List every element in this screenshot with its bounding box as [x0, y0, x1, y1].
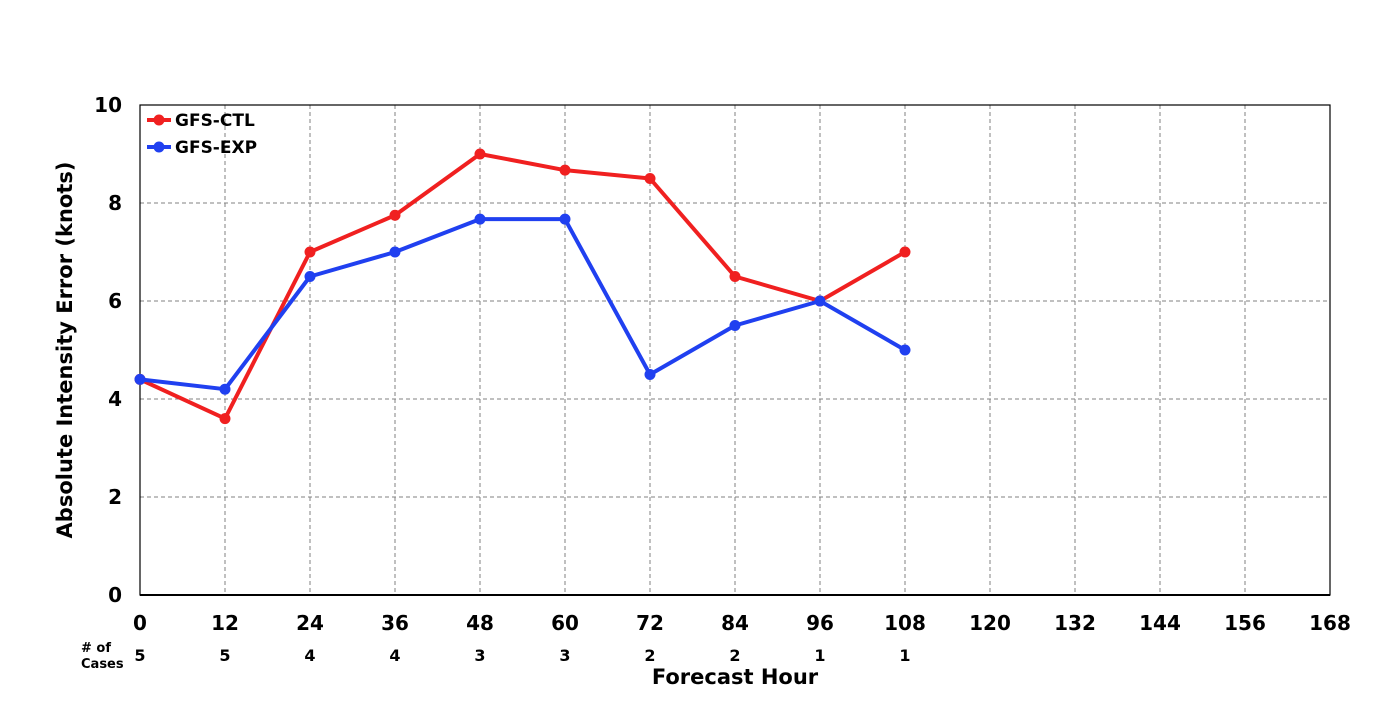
y-tick-label: 2: [108, 485, 122, 509]
data-point: [219, 383, 231, 395]
data-point: [474, 148, 486, 160]
data-point: [644, 369, 656, 380]
legend-swatch-marker: [153, 141, 165, 153]
x-tick-label: 36: [381, 611, 409, 635]
cases-value: 2: [644, 646, 655, 665]
x-tick-label: 12: [211, 611, 239, 635]
data-point: [304, 271, 316, 282]
x-axis-title: Forecast Hour: [652, 665, 819, 689]
legend: GFS-CTL GFS-EXP: [147, 111, 257, 158]
x-tick-label: 0: [133, 611, 147, 635]
cases-label-line1: # of: [81, 641, 111, 656]
series-layer: [134, 148, 911, 425]
series-0: [134, 148, 911, 425]
cases-value: 1: [899, 646, 910, 665]
y-tick-label: 8: [108, 191, 122, 215]
legend-label: GFS-EXP: [175, 138, 257, 158]
legend-item: GFS-CTL: [147, 111, 255, 131]
y-tick-labels: 0 2 4 6 8 10: [94, 93, 122, 607]
x-tick-label: 132: [1054, 611, 1096, 635]
x-tick-label: 108: [884, 611, 926, 635]
data-point: [729, 271, 741, 282]
series-line: [138, 152, 907, 421]
x-tick-label: 96: [806, 611, 834, 635]
data-point: [474, 213, 486, 225]
x-tick-label: 84: [721, 611, 749, 635]
x-tick-label: 48: [466, 611, 494, 635]
cases-value: 5: [134, 646, 145, 665]
series-1: [134, 213, 911, 395]
grid-layer: [140, 105, 1330, 595]
cases-value: 4: [389, 646, 400, 665]
data-point: [729, 320, 741, 331]
cases-value: 4: [304, 646, 315, 665]
data-point: [899, 246, 911, 258]
data-point: [134, 373, 146, 385]
data-point: [644, 173, 656, 184]
legend-swatch-marker: [153, 114, 165, 126]
data-point: [219, 413, 231, 425]
cases-value: 3: [559, 646, 570, 665]
cases-value: 3: [474, 646, 485, 665]
legend-label: GFS-CTL: [175, 111, 255, 131]
data-point: [304, 246, 316, 258]
cases-row: # of Cases 5 5 4 4 3 3 2 2 1 1: [81, 641, 911, 672]
x-tick-label: 24: [296, 611, 324, 635]
data-point: [814, 295, 826, 307]
data-point: [559, 164, 571, 176]
x-tick-label: 60: [551, 611, 579, 635]
y-tick-label: 0: [108, 583, 122, 607]
x-tick-label: 144: [1139, 611, 1181, 635]
cases-label-line2: Cases: [81, 657, 124, 672]
x-tick-label: 168: [1309, 611, 1351, 635]
data-point: [389, 209, 401, 221]
y-tick-label: 10: [94, 93, 122, 117]
y-tick-label: 4: [108, 387, 122, 411]
data-point: [899, 344, 911, 356]
series-line: [138, 217, 907, 392]
cases-value: 1: [814, 646, 825, 665]
x-tick-labels: 0 12 24 36 48 60 72 84 96 108 120 132 144 156 168: [133, 611, 1351, 635]
x-tick-label: 120: [969, 611, 1011, 635]
data-point: [559, 213, 571, 225]
y-axis-title: Absolute Intensity Error (knots): [53, 162, 77, 539]
cases-value: 2: [729, 646, 740, 665]
data-point: [389, 246, 401, 258]
cases-value: 5: [219, 646, 230, 665]
legend-item: GFS-EXP: [147, 138, 257, 158]
y-tick-label: 6: [108, 289, 122, 313]
x-tick-label: 156: [1224, 611, 1266, 635]
x-tick-label: 72: [636, 611, 664, 635]
